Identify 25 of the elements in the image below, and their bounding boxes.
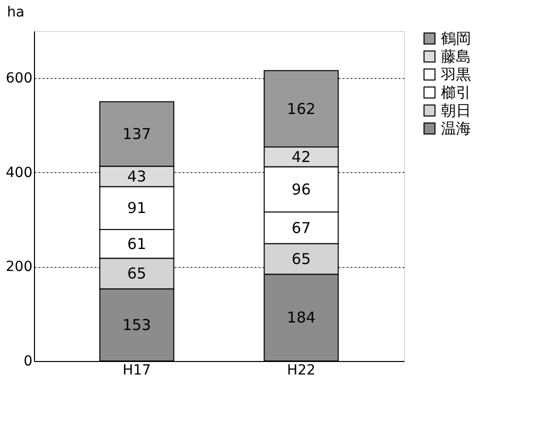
data-label: 65 xyxy=(292,250,311,268)
x-tick-label: H22 xyxy=(287,362,316,378)
data-label: 184 xyxy=(286,308,316,327)
data-label: 67 xyxy=(292,218,311,237)
x-tick-label: H17 xyxy=(122,362,151,378)
legend-label: 櫛引 xyxy=(441,84,471,102)
data-label: 42 xyxy=(292,148,311,166)
y-tick-label: 0 xyxy=(24,354,32,370)
y-tick-label: 400 xyxy=(6,164,32,181)
legend-label: 温海 xyxy=(441,120,471,138)
y-tick-label: 200 xyxy=(6,259,32,276)
data-label: 61 xyxy=(127,234,146,253)
data-label: 91 xyxy=(127,199,146,218)
y-axis-title: ha xyxy=(7,4,24,20)
data-label: 65 xyxy=(127,264,146,283)
legend-label: 鶴岡 xyxy=(441,30,471,48)
y-tick-label: 600 xyxy=(6,70,32,87)
data-label: 43 xyxy=(127,167,146,186)
data-label: 137 xyxy=(122,125,152,144)
data-label: 96 xyxy=(292,180,311,198)
legend-label: 藤島 xyxy=(441,48,471,66)
data-label: 153 xyxy=(122,316,152,334)
legend-label: 羽黒 xyxy=(440,66,471,84)
legend-label: 朝日 xyxy=(441,102,471,120)
data-label: 162 xyxy=(286,100,316,118)
